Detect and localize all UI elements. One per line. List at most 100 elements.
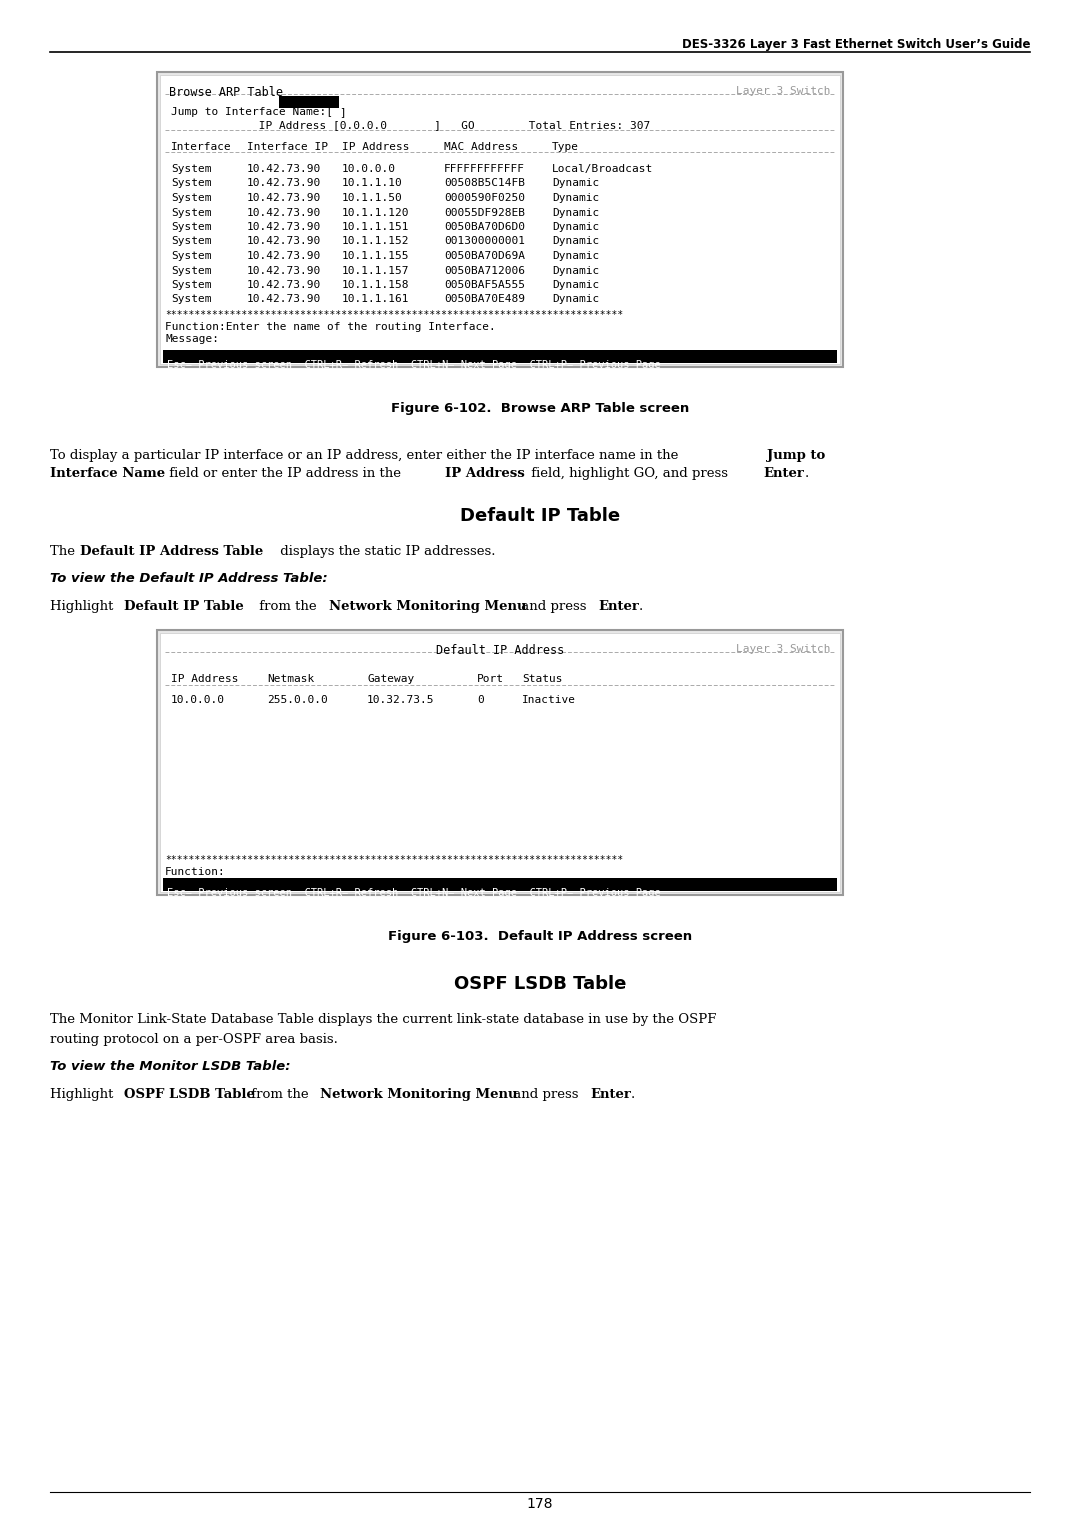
Text: 10.42.73.90: 10.42.73.90 — [247, 251, 321, 261]
Text: Dynamic: Dynamic — [552, 193, 599, 203]
Text: Port: Port — [477, 674, 504, 685]
Text: field, highlight GO, and press: field, highlight GO, and press — [527, 468, 732, 480]
Text: To view the Default IP Address Table:: To view the Default IP Address Table: — [50, 571, 327, 585]
Bar — [157, 72, 843, 367]
Text: and press: and press — [509, 1088, 582, 1102]
Text: Figure 6-103.  Default IP Address screen: Figure 6-103. Default IP Address screen — [388, 931, 692, 943]
Bar — [157, 630, 843, 895]
Text: To display a particular IP interface or an IP address, enter either the IP inter: To display a particular IP interface or … — [50, 449, 683, 461]
Text: Message:: Message: — [165, 879, 219, 889]
Text: Dynamic: Dynamic — [552, 266, 599, 275]
Text: Function:: Function: — [165, 866, 226, 877]
Text: 10.42.73.90: 10.42.73.90 — [247, 295, 321, 304]
Text: Enter: Enter — [590, 1088, 631, 1102]
Text: IP Address: IP Address — [171, 674, 239, 685]
Text: System: System — [171, 193, 212, 203]
Text: Dynamic: Dynamic — [552, 251, 599, 261]
Text: 0: 0 — [477, 695, 484, 704]
Text: IP Address [0.0.0.0       ]   GO        Total Entries: 307: IP Address [0.0.0.0 ] GO Total Entries: … — [171, 121, 650, 130]
Text: displays the static IP addresses.: displays the static IP addresses. — [275, 545, 496, 558]
Text: .: . — [805, 468, 809, 480]
Text: Network Monitoring Menu: Network Monitoring Menu — [328, 601, 526, 613]
Text: Dynamic: Dynamic — [552, 208, 599, 217]
Text: Default IP Table: Default IP Table — [124, 601, 244, 613]
Text: IP Address: IP Address — [342, 142, 409, 151]
Text: field or enter the IP address in the: field or enter the IP address in the — [164, 468, 405, 480]
Text: System: System — [171, 208, 212, 217]
Text: System: System — [171, 251, 212, 261]
Text: Highlight: Highlight — [50, 601, 118, 613]
Text: Default IP Address Table: Default IP Address Table — [80, 545, 262, 558]
Text: 10.42.73.90: 10.42.73.90 — [247, 266, 321, 275]
Text: Interface Name: Interface Name — [50, 468, 165, 480]
Text: 10.1.1.10: 10.1.1.10 — [342, 179, 403, 188]
Text: 10.42.73.90: 10.42.73.90 — [247, 193, 321, 203]
Text: 10.42.73.90: 10.42.73.90 — [247, 208, 321, 217]
Text: Type: Type — [552, 142, 579, 151]
Text: 10.42.73.90: 10.42.73.90 — [247, 237, 321, 246]
Text: System: System — [171, 266, 212, 275]
Bar — [163, 877, 837, 891]
Text: .: . — [639, 601, 644, 613]
Text: Dynamic: Dynamic — [552, 222, 599, 232]
Text: Message:: Message: — [165, 335, 219, 344]
Text: and press: and press — [517, 601, 591, 613]
Text: IP Address: IP Address — [445, 468, 525, 480]
Text: Default IP Table: Default IP Table — [460, 507, 620, 526]
Text: Browse ARP Table: Browse ARP Table — [168, 86, 283, 99]
Text: Esc= Previous screen  CTRL+R= Refresh  CTRL+N= Next Page  CTRL+P= Previous Page: Esc= Previous screen CTRL+R= Refresh CTR… — [167, 888, 661, 898]
Text: Default IP Address: Default IP Address — [436, 643, 564, 657]
Text: Dynamic: Dynamic — [552, 179, 599, 188]
Text: 10.1.1.161: 10.1.1.161 — [342, 295, 409, 304]
Text: System: System — [171, 222, 212, 232]
Text: Enter: Enter — [598, 601, 639, 613]
Text: .: . — [631, 1088, 635, 1102]
Bar — [160, 633, 840, 892]
Text: ]: ] — [339, 107, 346, 118]
Text: Interface: Interface — [171, 142, 232, 151]
Text: 10.0.0.0: 10.0.0.0 — [171, 695, 225, 704]
Bar — [163, 350, 837, 364]
Text: Highlight: Highlight — [50, 1088, 118, 1102]
Text: 10.1.1.50: 10.1.1.50 — [342, 193, 403, 203]
Text: DES-3326 Layer 3 Fast Ethernet Switch User’s Guide: DES-3326 Layer 3 Fast Ethernet Switch Us… — [681, 38, 1030, 50]
Text: ******************************************************************************: ****************************************… — [165, 310, 623, 319]
Text: Status: Status — [522, 674, 563, 685]
Text: OSPF LSDB Table: OSPF LSDB Table — [124, 1088, 255, 1102]
Text: 178: 178 — [527, 1497, 553, 1511]
Text: Jump to: Jump to — [767, 449, 825, 461]
Text: System: System — [171, 163, 212, 174]
Text: Local/Broadcast: Local/Broadcast — [552, 163, 653, 174]
Text: System: System — [171, 179, 212, 188]
Text: Gateway: Gateway — [367, 674, 415, 685]
Text: Dynamic: Dynamic — [552, 280, 599, 290]
Text: Dynamic: Dynamic — [552, 295, 599, 304]
Text: 10.1.1.152: 10.1.1.152 — [342, 237, 409, 246]
Text: Esc= Previous screen  CTRL+R= Refresh  CTRL+N= Next Page  CTRL+P= Previous Page: Esc= Previous screen CTRL+R= Refresh CTR… — [167, 361, 661, 370]
Text: Interface IP: Interface IP — [247, 142, 328, 151]
Text: Network Monitoring Menu: Network Monitoring Menu — [321, 1088, 518, 1102]
Text: Layer 3 Switch: Layer 3 Switch — [737, 643, 831, 654]
Text: from the: from the — [246, 1088, 312, 1102]
Text: routing protocol on a per-OSPF area basis.: routing protocol on a per-OSPF area basi… — [50, 1033, 338, 1047]
Bar — [279, 96, 339, 108]
Text: System: System — [171, 280, 212, 290]
Text: Jump to Interface Name:[: Jump to Interface Name:[ — [171, 107, 333, 118]
Text: 001300000001: 001300000001 — [444, 237, 525, 246]
Text: Figure 6-102.  Browse ARP Table screen: Figure 6-102. Browse ARP Table screen — [391, 402, 689, 416]
Text: 10.42.73.90: 10.42.73.90 — [247, 280, 321, 290]
Text: 00508B5C14FB: 00508B5C14FB — [444, 179, 525, 188]
Text: 10.0.0.0: 10.0.0.0 — [342, 163, 396, 174]
Text: To view the Monitor LSDB Table:: To view the Monitor LSDB Table: — [50, 1060, 291, 1073]
Text: MAC Address: MAC Address — [444, 142, 518, 151]
Text: 10.1.1.158: 10.1.1.158 — [342, 280, 409, 290]
Text: Layer 3 Switch: Layer 3 Switch — [737, 86, 831, 96]
Text: Dynamic: Dynamic — [552, 237, 599, 246]
Bar — [160, 75, 840, 364]
Text: OSPF LSDB Table: OSPF LSDB Table — [454, 975, 626, 993]
Text: Inactive: Inactive — [522, 695, 576, 704]
Text: 0050BA70D6D0: 0050BA70D6D0 — [444, 222, 525, 232]
Text: 10.1.1.151: 10.1.1.151 — [342, 222, 409, 232]
Text: Enter: Enter — [764, 468, 805, 480]
Text: 0050BA70D69A: 0050BA70D69A — [444, 251, 525, 261]
